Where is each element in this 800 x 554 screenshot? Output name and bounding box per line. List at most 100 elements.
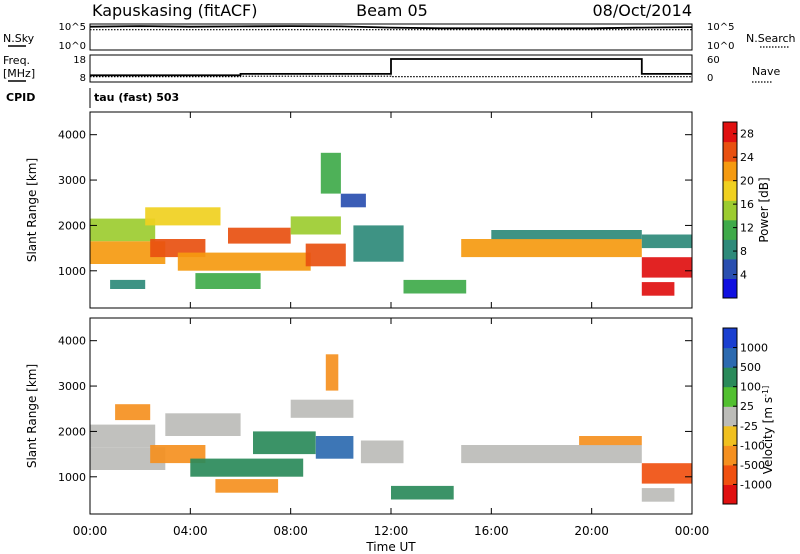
heatmap-region-6 [228,227,291,244]
heatmap-region-13 [403,279,467,294]
y-tick-label: 3000 [58,380,86,393]
colorbar-swatch [723,278,737,299]
station-title: Kapuskasing (fitACF) [92,1,257,20]
velocity-panel-axes: 1000 2000 3000 4000 [58,318,693,514]
colorbar-swatch [723,180,737,201]
cpid-value: tau (fast) 503 [94,91,179,104]
heatmap-region-4 [165,413,241,436]
power-colorbar-label: Power [dB] [757,177,771,242]
heatmap-region-1 [90,241,166,264]
colorbar-tick-label: 28 [740,128,754,141]
nave-label: Nave [752,65,780,78]
freq-unit: [MHz] [3,67,35,80]
freq-panel-frame [89,54,693,83]
colorbar-swatch [723,258,737,279]
date-title: 08/Oct/2014 [592,1,692,20]
heatmap-region-5 [190,458,304,477]
freq-line [90,58,692,77]
power-colorbar: 4 8 12 16 20 24 28 [722,121,754,299]
heatmap-region-15 [641,463,692,484]
colorbar-swatch [723,484,737,505]
heatmap-region-7 [195,273,261,289]
heatmap-region-12 [391,485,454,500]
colorbar-tick-label: -100 [740,439,765,452]
colorbar-swatch [723,425,737,446]
colorbar-tick-label: 100 [740,381,761,394]
heatmap-region-13 [461,445,642,464]
heatmap-region-15 [491,230,642,240]
heatmap-region-16 [641,488,675,502]
y-tick-label: 2000 [58,425,86,438]
heatmap-region-0 [90,218,156,242]
velocity-colorbar-label: Velocity [m s-1] [761,386,776,474]
heatmap-region-17 [641,282,675,296]
heatmap-region-2 [115,404,151,421]
colorbar-tick-label: 8 [740,245,747,258]
time-tick-label: 20:00 [574,524,609,538]
colorbar-tick-label: 25 [740,400,754,413]
colorbar-frame [722,121,738,299]
colorbar-swatch [723,122,737,143]
freq-tick-top: 18 [73,55,86,66]
heatmap-region-10 [320,152,341,194]
nsky-tick-top: 10^5 [59,22,86,33]
velocity-ylabel: Slant Range [km] [25,364,39,468]
nsky-label: N.Sky [3,32,35,45]
heatmap-region-8 [290,399,354,418]
beam-title: Beam 05 [356,1,428,20]
heatmap-region-3 [150,445,206,464]
time-tick-label: 04:00 [173,524,208,538]
colorbar-tick-label: -1000 [740,478,772,491]
heatmap-region-11 [340,193,366,208]
time-tick-label: 12:00 [374,524,409,538]
colorbar-tick-label: 500 [740,361,761,374]
colorbar-swatch [723,347,737,368]
time-axis-label: Time UT [365,540,416,554]
y-tick-label: 2000 [58,219,86,232]
nsearch-label: N.Search [746,32,796,45]
time-tick-label: 00:00 [73,524,108,538]
nsky-tick-bottom: 10^0 [59,41,86,52]
heatmap-region-0 [90,424,156,448]
power-panel-axes: 1000 2000 3000 4000 [58,112,693,308]
colorbar-tick-label: 24 [740,151,754,164]
heatmap-region-16 [641,257,692,278]
heatmap-region-4 [145,207,221,226]
freq-label: Freq. [3,54,30,67]
nsearch-tick-top: 10^5 [707,22,734,33]
heatmap-region-5 [177,252,311,271]
freq-tick-bottom: 8 [80,73,86,84]
heatmap-region-18 [641,234,692,249]
colorbar-swatch [723,464,737,485]
nsky-line [89,25,693,30]
nave-tick-top: 60 [707,55,720,66]
colorbar-swatch [723,406,737,427]
colorbar-swatch [723,141,737,162]
velocity-heatmap-cells [90,354,692,502]
colorbar-tick-label: 12 [740,222,754,235]
colorbar-swatch [723,219,737,240]
power-heatmap-cells [90,152,692,296]
heatmap-region-11 [360,440,404,464]
heatmap-region-6 [215,479,279,493]
y-tick-label: 4000 [58,335,86,348]
colorbar-swatch [723,367,737,388]
colorbar-tick-label: 1000 [740,342,768,355]
heatmap-region-2 [110,279,146,289]
colorbar-tick-label: -500 [740,459,765,472]
velocity-colorbar: 1000 500 100 25 -25 -100 -500 -1000 [722,327,772,505]
nsearch-tick-bottom: 10^0 [707,41,734,52]
colorbar-tick-label: 16 [740,198,754,211]
heatmap-region-14 [461,239,642,258]
time-tick-label: 16:00 [474,524,509,538]
heatmap-region-10 [325,354,339,391]
colorbar-swatch [723,386,737,407]
y-tick-label: 4000 [58,129,86,142]
colorbar-tick-label: -25 [740,420,758,433]
colorbar-tick-label: 4 [740,269,747,282]
heatmap-region-14 [579,436,642,446]
noise-panel-frame [89,23,693,51]
heatmap-region-3 [150,239,206,258]
nave-tick-bottom: 0 [707,73,713,84]
